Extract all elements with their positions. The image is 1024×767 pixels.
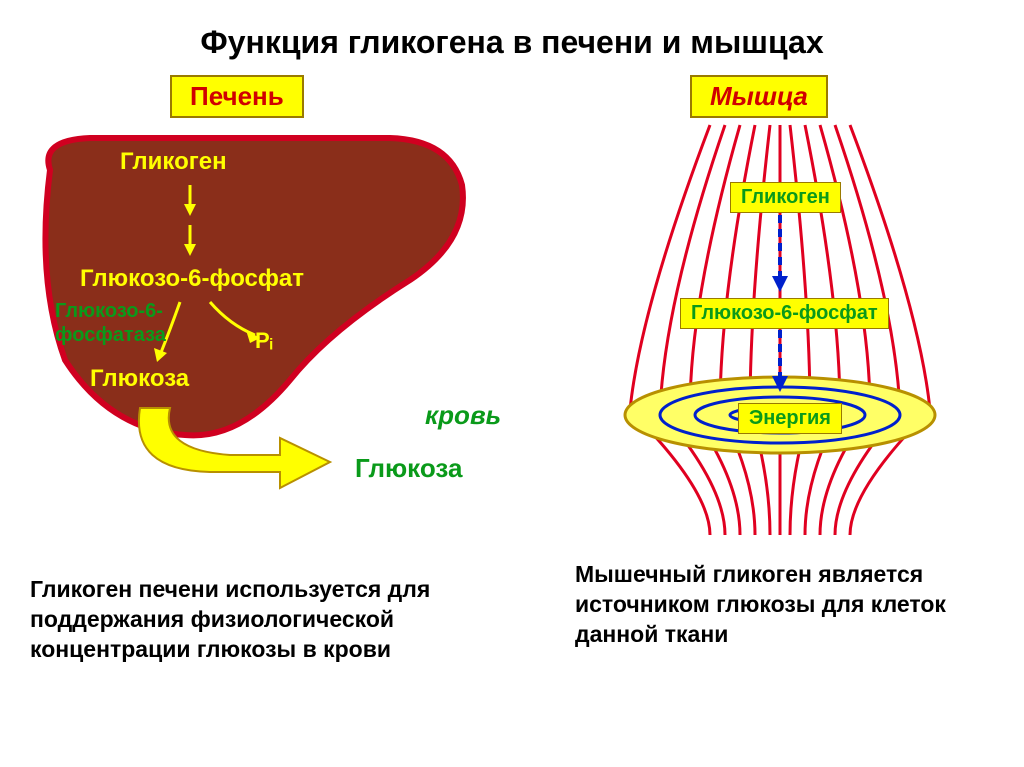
liver-glucose-internal: Глюкоза	[90, 365, 189, 393]
muscle-caption: Мышечный гликоген является источником гл…	[575, 560, 995, 650]
muscle-header: Мышца	[690, 75, 828, 118]
liver-caption: Гликоген печени используется для поддерж…	[30, 575, 500, 665]
liver-glycogen: Гликоген	[120, 148, 227, 176]
muscle-diagram: Гликоген Глюкозо-6-фосфат Энергия	[580, 120, 980, 540]
liver-enzyme-1: Глюкозо-6-	[55, 300, 163, 323]
liver-g6p: Глюкозо-6-фосфат	[80, 265, 304, 293]
liver-enzyme-2: фосфатаза	[55, 324, 166, 347]
glucose-out: Глюкоза	[355, 453, 462, 484]
liver-header: Печень	[170, 75, 304, 118]
blood-label: кровь	[425, 400, 501, 431]
liver-pi: Pᵢ	[255, 328, 273, 354]
muscle-glycogen: Гликоген	[730, 182, 841, 213]
muscle-g6p: Глюкозо-6-фосфат	[680, 298, 889, 329]
page-title: Функция гликогена в печени и мышцах	[0, 0, 1024, 61]
glucose-arrow	[120, 400, 350, 490]
muscle-energy: Энергия	[738, 403, 842, 434]
